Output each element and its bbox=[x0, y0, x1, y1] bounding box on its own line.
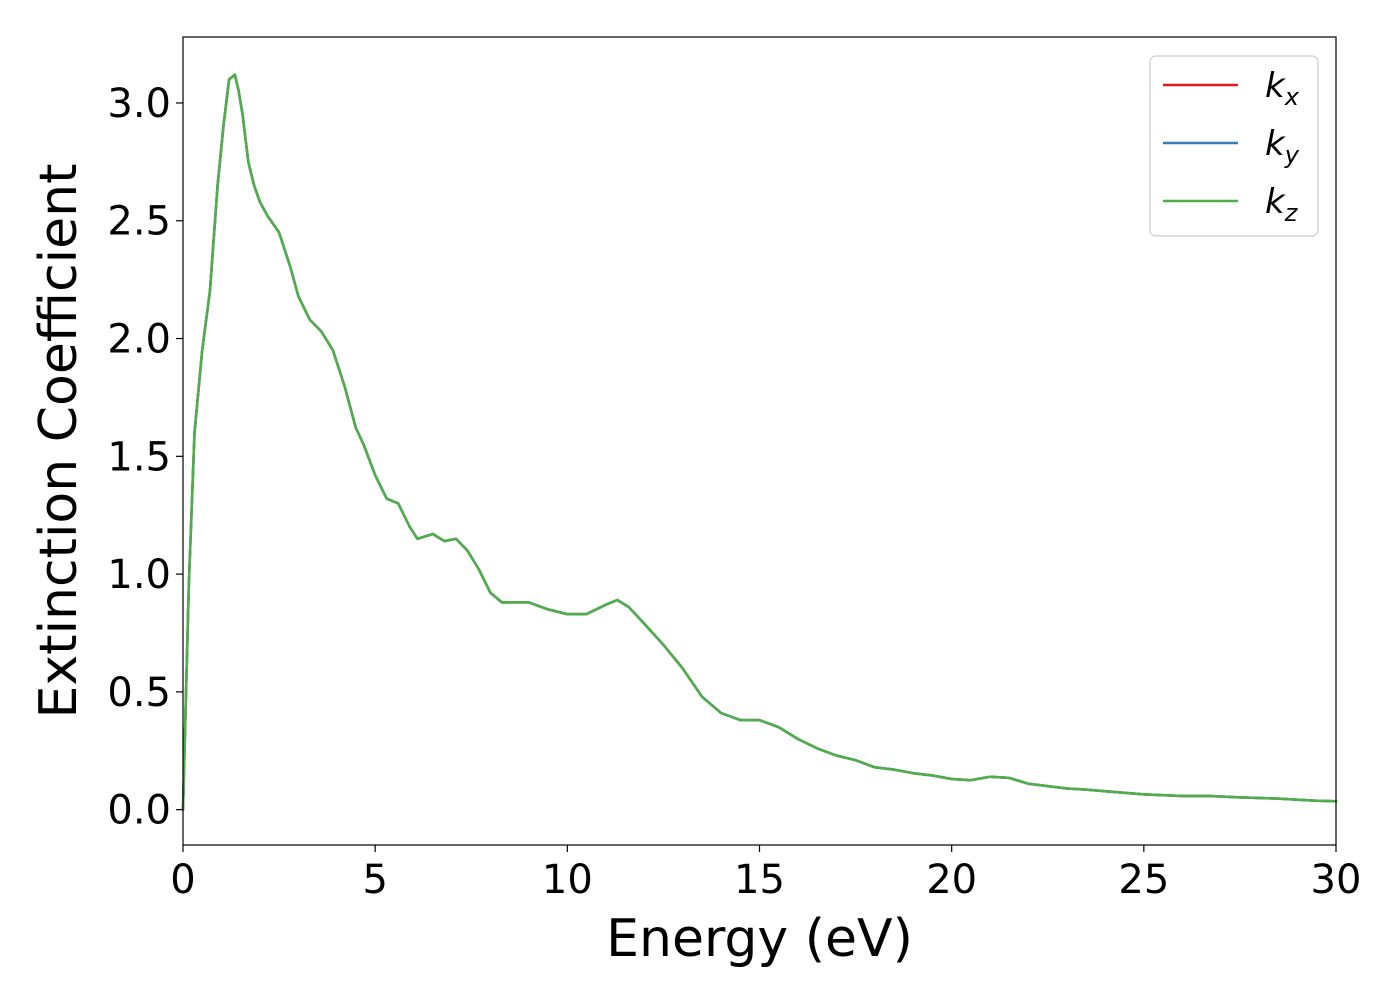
x-tick-label: 30 bbox=[1311, 857, 1362, 903]
plot-lines bbox=[181, 73, 1338, 811]
y-tick-label: 2.0 bbox=[107, 317, 171, 363]
y-tick-label: 1.0 bbox=[107, 552, 171, 598]
y-tick-label: 0.5 bbox=[107, 670, 171, 716]
y-tick-label: 0.0 bbox=[107, 788, 171, 834]
y-tick-label: 3.0 bbox=[107, 81, 171, 127]
y-axis-ticks: 0.0 0.5 1.0 1.5 2.0 2.5 3.0 bbox=[107, 81, 183, 834]
legend-label-x: kx bbox=[1265, 66, 1300, 111]
x-tick-label: 25 bbox=[1118, 857, 1169, 903]
legend: kx ky kz bbox=[1149, 55, 1319, 237]
legend-box bbox=[1149, 55, 1319, 237]
y-tick-label: 1.5 bbox=[107, 434, 171, 480]
legend-label-y: ky bbox=[1265, 124, 1300, 169]
x-tick-label: 0 bbox=[170, 857, 195, 903]
y-tick-label: 2.5 bbox=[107, 199, 171, 245]
x-axis-title: Energy (eV) bbox=[606, 909, 913, 969]
x-tick-label: 10 bbox=[542, 857, 593, 903]
series-line-k-z bbox=[181, 73, 1338, 811]
legend-label-z: kz bbox=[1265, 182, 1299, 227]
y-axis-title: Extinction Coefficient bbox=[29, 164, 89, 719]
x-axis-ticks: 0 5 10 15 20 25 30 bbox=[170, 845, 1361, 903]
x-tick-label: 20 bbox=[926, 857, 977, 903]
x-tick-label: 5 bbox=[362, 857, 387, 903]
x-tick-label: 15 bbox=[734, 857, 785, 903]
